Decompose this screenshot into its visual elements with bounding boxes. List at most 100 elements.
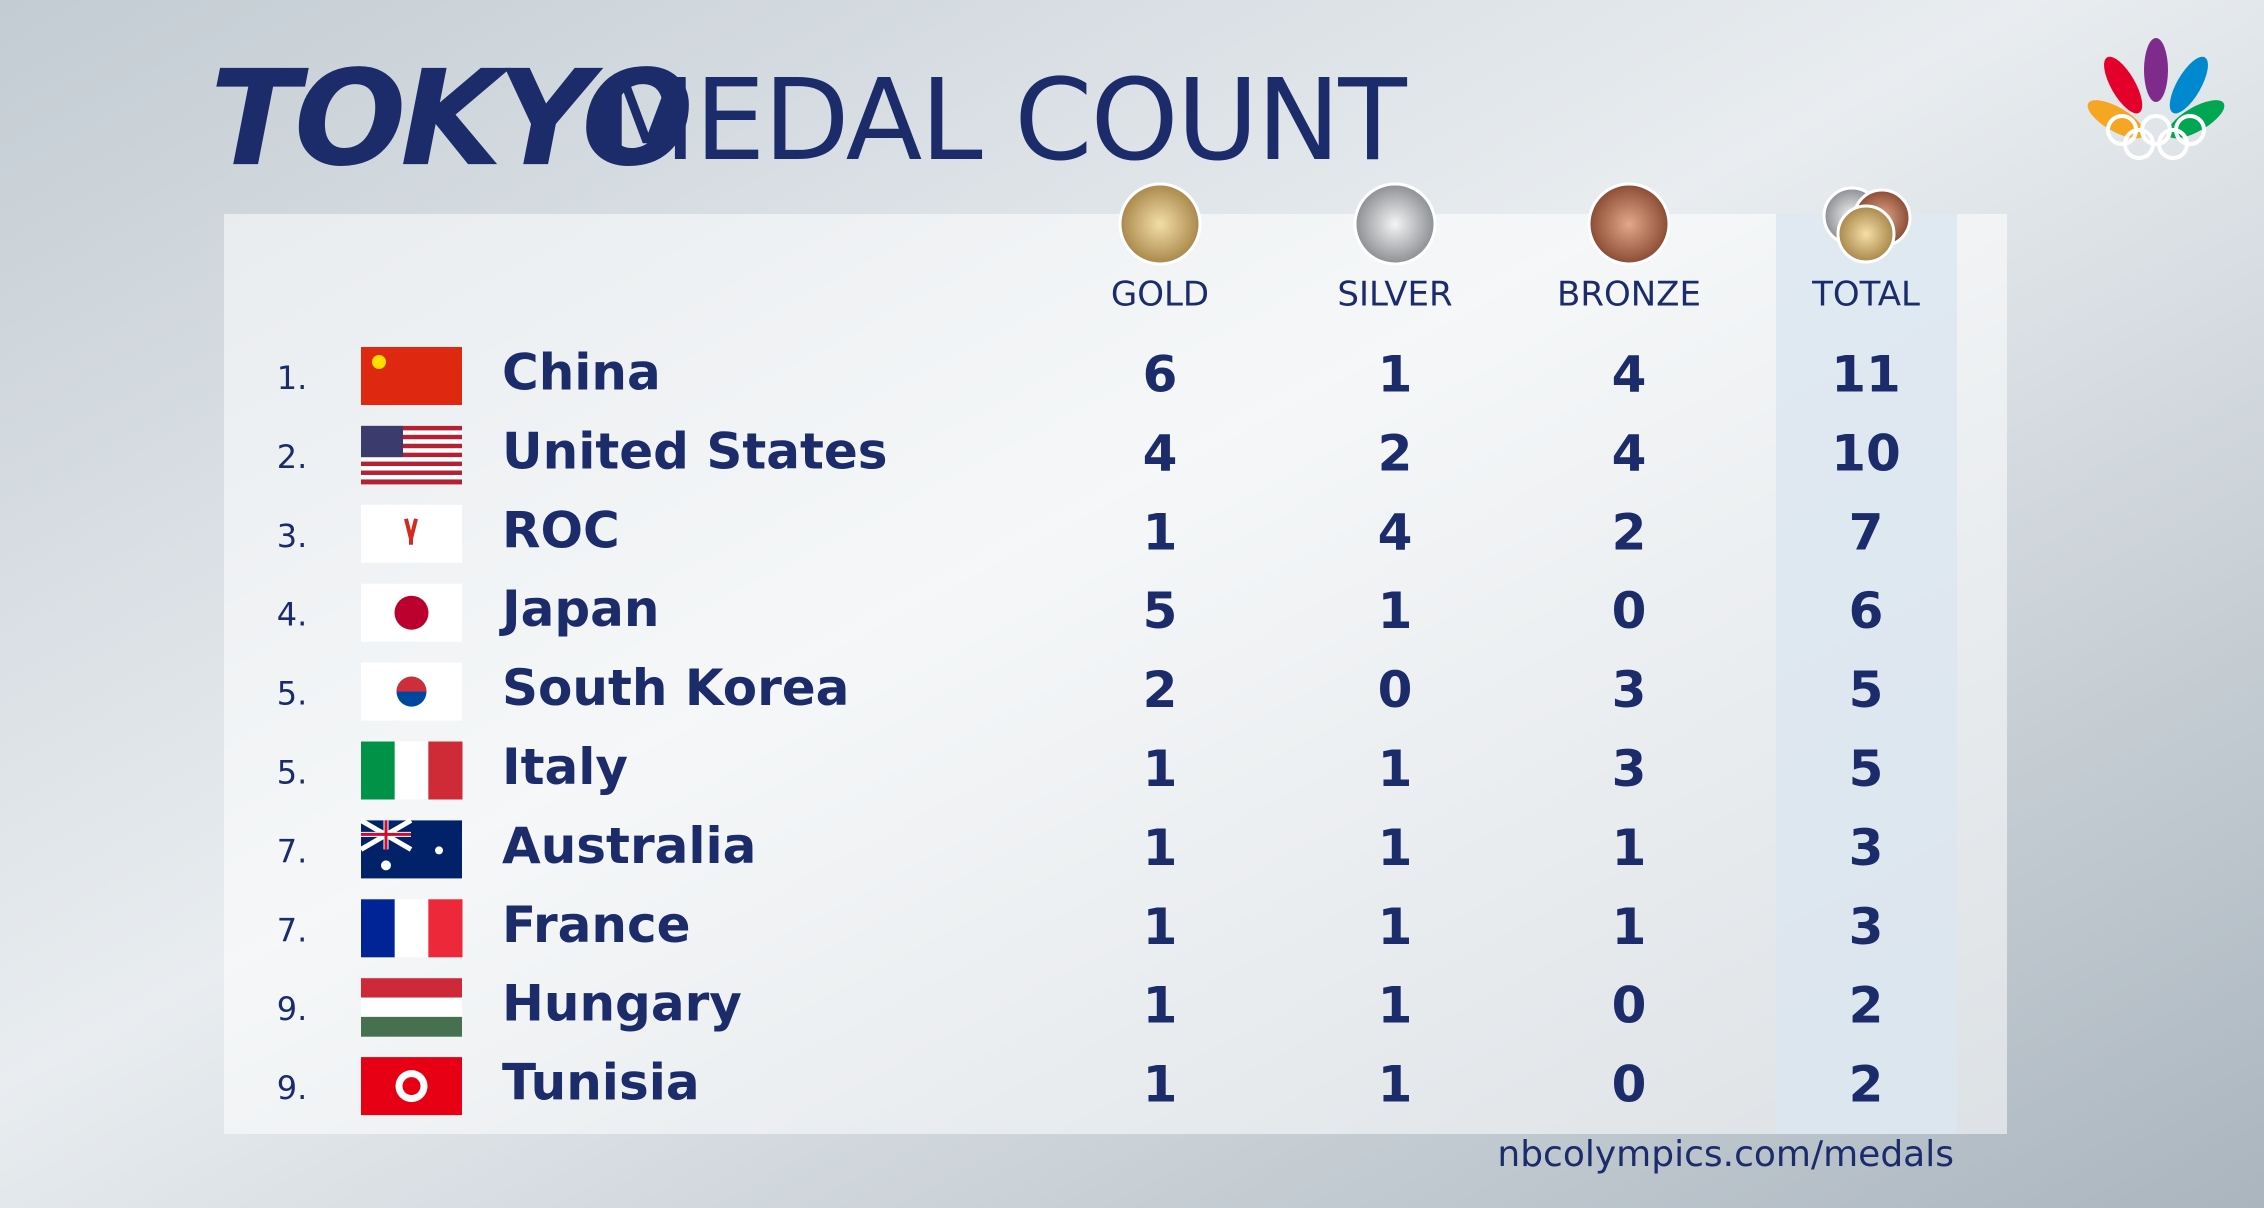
medal-icon [1836,204,1896,264]
medal-count: 5 [1849,740,1884,798]
flag-canton [361,425,403,458]
medal-icon [1353,182,1437,266]
country-name: France [502,896,691,954]
flag [361,347,462,405]
medal-count: 1 [1378,740,1413,798]
table-row: 2. United States 4 2 4 10 [277,422,1901,485]
table-row: 9. Tunisia 1 1 0 2 [277,1054,1883,1116]
flag-band [361,1016,462,1037]
medal-count: 6 [1143,346,1178,404]
rank: 7. [277,832,308,870]
nbc-logo [2087,38,2225,160]
medal-count: 7 [1849,503,1884,561]
flag-stripe [361,474,462,480]
rank: 9. [277,1069,308,1107]
country-name: ROC [502,501,620,559]
medal-count: 4 [1612,346,1647,404]
table-row: 5. Italy 1 1 3 5 [277,738,1884,800]
flag-band [428,741,463,800]
flag-union-red [361,820,411,850]
medal-count: 1 [1143,1056,1178,1114]
flag-emblem [404,518,418,545]
flag-band [394,741,429,800]
column-header: SILVER [1337,275,1452,315]
flag-stripe [361,443,462,449]
medal-icon [1587,182,1671,266]
flag [359,818,462,879]
flag [361,425,462,485]
country-name: Hungary [502,975,742,1033]
table-panel [224,214,2007,1134]
flag-band [361,741,396,800]
medal-count: 2 [1612,503,1647,561]
table-row: 4. Japan 5 1 0 6 [277,580,1884,642]
country-name: South Korea [502,659,849,717]
medal-count: 0 [1378,661,1413,719]
medal-count: 5 [1143,582,1178,640]
country-name: China [502,344,661,402]
rank: 5. [277,754,308,792]
medal-count: 4 [1612,424,1647,482]
medal-count: 1 [1378,1056,1413,1114]
flag-stripe [361,470,462,476]
medal-count: 3 [1612,740,1647,798]
flag [361,741,463,800]
medal-count: 11 [1831,346,1901,404]
flag-stripe [361,461,462,467]
table-row: 7. Australia 1 1 1 3 [277,817,1883,879]
flag-stripe [361,452,462,458]
flag-stripe [361,457,462,463]
flag-band [361,899,396,958]
medal-count: 6 [1849,582,1884,640]
medal-count: 5 [1849,661,1884,719]
flag-star [372,355,386,369]
column-header: BRONZE [1557,275,1701,315]
rank: 1. [277,359,308,397]
country-name: Italy [502,738,628,796]
column-header: TOTAL [1811,275,1920,315]
flag-stripe [361,448,462,454]
medal-count: 4 [1378,503,1413,561]
flag-stripe [361,466,462,472]
flag-band [361,997,462,1018]
flag [361,899,463,958]
medal-count: 0 [1612,977,1647,1035]
medal-count: 1 [1143,977,1178,1035]
rank: 2. [277,438,308,476]
flag [361,504,462,563]
medal-count: 0 [1612,1056,1647,1114]
medal-count: 1 [1378,898,1413,956]
rank: 4. [277,596,308,634]
medal-count: 1 [1143,898,1178,956]
flag-stripe [361,439,462,445]
medal-count: 1 [1378,819,1413,877]
table-row: 3. ROC 1 4 2 7 [277,501,1884,563]
flag-disc [394,595,429,630]
medal-count: 1 [1378,346,1413,404]
medal-count: 1 [1143,740,1178,798]
table-row: 7. France 1 1 1 3 [277,896,1883,958]
title: MEDAL COUNT [600,56,1407,186]
medal-count: 1 [1378,582,1413,640]
flag-star [381,860,391,871]
total-column-highlight [1776,214,1957,1134]
flag [361,662,462,721]
medal-count: 1 [1612,898,1647,956]
flag-band [361,978,462,999]
medal-count: 4 [1143,424,1178,482]
flag [361,583,462,642]
flag-star [435,846,443,855]
rank: 9. [277,990,308,1028]
title-highlight: TOKYO [210,42,689,196]
country-name: United States [502,422,888,480]
medal-count: 1 [1612,819,1647,877]
source-url: nbcolympics.com/medals [1497,1134,1954,1175]
medal-count: 1 [1143,503,1178,561]
medal-count: 2 [1849,977,1884,1035]
flag-stripe [361,434,462,440]
column-header: GOLD [1111,275,1209,315]
flag [361,1057,462,1116]
flag-crescent [402,1077,421,1096]
flag-stripe [361,430,462,436]
